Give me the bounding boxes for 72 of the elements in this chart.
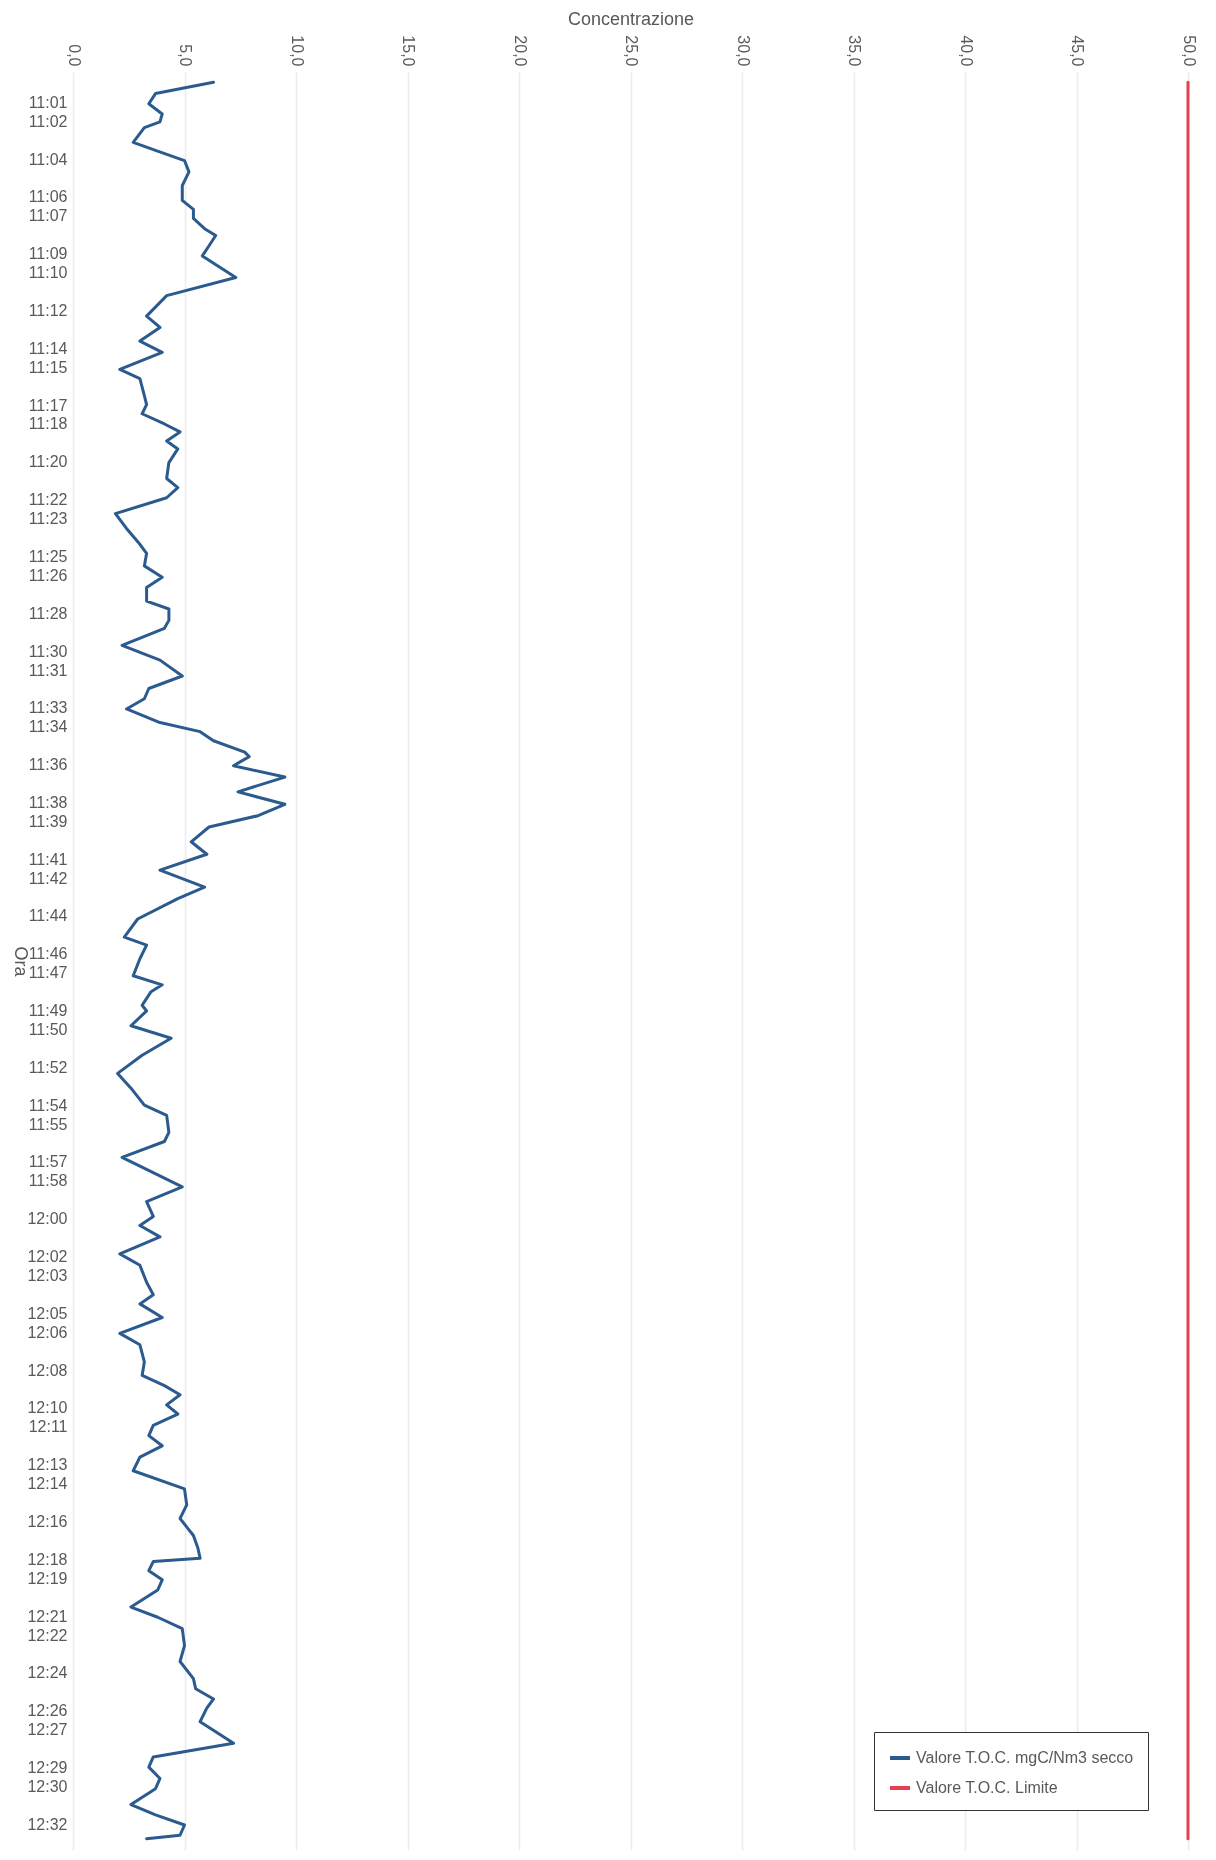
y-tick-label: 12:32 [27,1815,68,1833]
y-tick-label: 11:02 [28,112,68,130]
y-tick-label: 11:28 [28,604,68,622]
y-tick-label: 11:30 [28,642,68,660]
y-tick-label: 11:36 [28,756,68,774]
y-tick-label: 11:33 [28,699,68,717]
y-tick-label: 12:29 [27,1758,68,1776]
y-tick-label: 12:30 [27,1777,68,1795]
y-tick-label: 12:16 [27,1513,68,1531]
y-tick-label: 11:12 [28,301,68,319]
y-tick-label: 11:22 [28,491,68,509]
y-tick-label: 12:19 [27,1569,68,1587]
y-tick-label: 11:38 [28,793,68,811]
y-tick-label: 12:11 [28,1418,68,1436]
y-tick-label: 11:15 [28,358,68,376]
y-tick-label: 11:17 [28,396,68,414]
y-tick-label: 11:07 [28,207,68,225]
y-tick-label: 11:04 [28,150,68,168]
x-tick-label: 25,0 [623,35,640,67]
y-tick-label: 12:22 [27,1626,68,1644]
y-tick-label: 12:18 [27,1550,68,1568]
y-tick-label: 11:50 [28,1020,68,1038]
y-tick-label: 11:42 [28,869,68,887]
legend-label: Valore T.O.C. mgC/Nm3 secco [916,1749,1134,1766]
y-tick-label: 12:13 [27,1456,68,1474]
y-tick-label: 12:06 [27,1323,68,1341]
y-tick-label: 12:21 [27,1607,68,1625]
y-tick-label: 11:34 [28,718,68,736]
y-tick-label: 11:47 [28,964,68,982]
y-tick-label: 12:14 [27,1475,68,1493]
x-tick-label: 50,0 [1180,35,1198,67]
y-tick-label: 12:02 [27,1248,68,1266]
y-tick-label: 12:24 [27,1664,68,1682]
y-tick-label: 11:41 [28,850,68,868]
y-tick-label: 12:03 [27,1267,68,1284]
y-tick-label: 11:09 [28,245,68,263]
x-axis-title: Concentrazione [567,9,695,30]
x-tick-label: 10,0 [288,35,306,67]
y-tick-label: 12:05 [27,1304,68,1322]
y-tick-label: 11:31 [28,661,68,679]
y-tick-label: 11:18 [28,415,68,433]
y-tick-label: 11:58 [28,1172,68,1190]
x-tick-label: 30,0 [734,35,752,67]
y-tick-label: 11:44 [28,907,68,925]
y-tick-label: 11:55 [28,1115,68,1133]
x-tick-label: 15,0 [400,35,417,67]
y-tick-label: 11:14 [28,339,68,357]
y-tick-label: 11:39 [28,812,68,830]
y-tick-label: 12:08 [27,1361,68,1379]
y-tick-label: 11:01 [28,93,68,111]
y-tick-label: 11:06 [28,188,68,206]
y-tick-label: 11:26 [28,566,68,584]
y-tick-label: 11:10 [28,264,68,282]
y-tick-label: 11:20 [28,453,68,471]
x-tick-label: 5,0 [177,44,194,67]
y-tick-label: 12:27 [27,1721,68,1739]
y-tick-label: 11:23 [28,510,68,528]
y-tick-label: 11:52 [28,1058,68,1076]
x-tick-label: 20,0 [511,35,529,67]
y-tick-label: 11:54 [28,1096,68,1114]
x-tick-label: 45,0 [1069,35,1086,67]
x-tick-label: 40,0 [957,35,975,67]
x-tick-label: 0,0 [65,44,83,67]
x-tick-label: 35,0 [846,35,863,67]
y-tick-label: 11:49 [28,1002,68,1020]
y-tick-label: 11:57 [28,1153,68,1171]
legend-label: Valore T.O.C. Limite [916,1779,1058,1796]
y-tick-label: 12:26 [27,1702,68,1720]
y-tick-label: 12:10 [27,1399,68,1417]
y-tick-label: 11:25 [28,547,68,565]
y-tick-label: 11:46 [28,945,68,963]
y-tick-label: 12:00 [27,1210,68,1228]
